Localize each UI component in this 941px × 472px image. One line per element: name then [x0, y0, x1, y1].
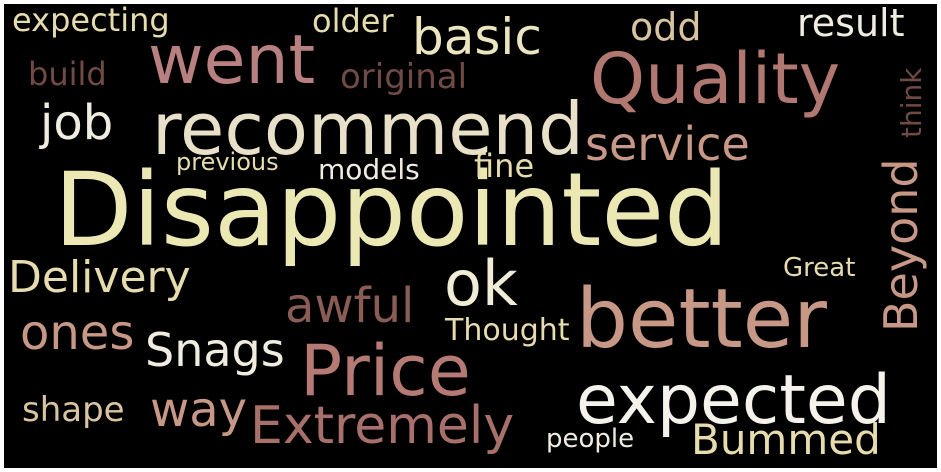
word-ones: ones — [20, 305, 135, 361]
word-extremely: Extremely — [250, 396, 515, 456]
word-quality: Quality — [590, 38, 841, 120]
word-awful: awful — [285, 278, 415, 334]
word-result: result — [797, 1, 905, 45]
word-build: build — [28, 55, 107, 93]
word-great: Great — [783, 253, 856, 283]
word-shape: shape — [22, 390, 125, 430]
word-recommend: recommend — [152, 87, 584, 171]
word-people: people — [546, 424, 635, 454]
word-disappointed: Disappointed — [54, 151, 729, 270]
word-went: went — [148, 21, 316, 100]
word-original: original — [340, 57, 468, 97]
word-models: models — [318, 153, 420, 186]
word-basic: basic — [412, 8, 542, 66]
word-expected: expected — [576, 361, 891, 440]
word-cloud-background — [4, 4, 937, 468]
word-expecting: expecting — [12, 1, 170, 39]
word-fine: fine — [474, 147, 535, 185]
word-better: better — [576, 272, 827, 367]
word-way: way — [150, 382, 248, 438]
word-ok: ok — [444, 247, 518, 320]
word-delivery: Delivery — [8, 252, 191, 303]
word-price: Price — [300, 330, 471, 412]
word-job: job — [40, 95, 114, 151]
word-bummed: Bummed — [691, 415, 881, 464]
word-odd: odd — [630, 5, 702, 49]
word-previous: previous — [176, 148, 279, 176]
word-beyond: Beyond — [874, 158, 928, 332]
word-snags: Snags — [145, 323, 285, 377]
word-service: service — [585, 117, 750, 171]
word-older: older — [312, 2, 394, 40]
word-think: think — [895, 67, 928, 138]
word-thought: Thought — [445, 313, 570, 348]
